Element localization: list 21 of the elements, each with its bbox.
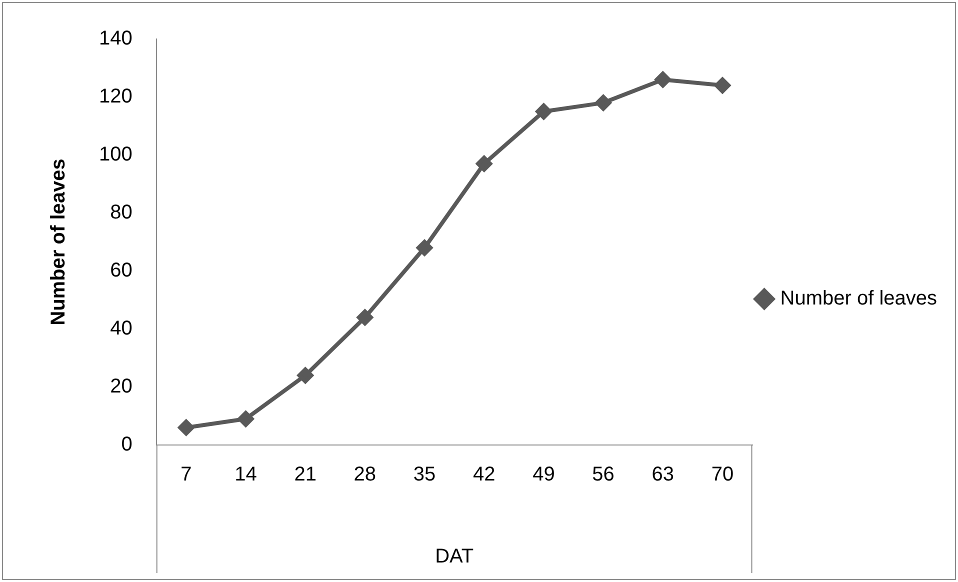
x-tick-label: 42 (472, 464, 496, 486)
x-tick-label: 28 (354, 464, 376, 486)
y-tick-label: 100 (98, 144, 132, 166)
y-tick-label: 140 (98, 28, 132, 50)
x-tick-label: 21 (294, 464, 316, 486)
y-tick-label: 20 (110, 376, 132, 398)
y-tick-label: 60 (110, 260, 132, 282)
y-axis-title: Number of leaves (48, 158, 70, 326)
y-tick-label: 40 (110, 318, 132, 340)
x-tick-label: 14 (234, 464, 257, 486)
x-tick-label: 49 (532, 464, 555, 486)
y-tick-label: 120 (98, 86, 132, 108)
x-axis-title: DAT (435, 546, 474, 568)
legend-label: Number of leaves (780, 288, 938, 310)
x-tick-label: 70 (711, 464, 734, 486)
x-tick-label: 7 (180, 464, 192, 486)
x-tick-label: 56 (592, 464, 614, 486)
y-tick-label: 0 (121, 434, 132, 456)
x-tick-label: 63 (652, 464, 674, 486)
y-tick-label: 80 (110, 202, 132, 224)
x-tick-label: 35 (413, 464, 436, 486)
